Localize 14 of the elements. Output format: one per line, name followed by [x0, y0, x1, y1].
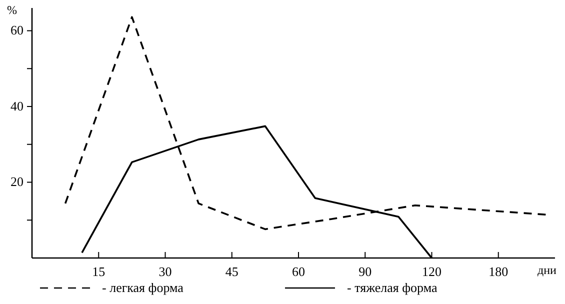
x-tick-label: 45 [225, 264, 238, 279]
x-tick-label: 60 [292, 264, 305, 279]
y-tick-label: 20 [10, 174, 24, 190]
x-tick-label: 15 [92, 264, 106, 279]
x-tick-label: 120 [422, 264, 442, 279]
y-tick-label: 60 [10, 22, 24, 38]
legend-label: - тяжелая форма [347, 280, 438, 295]
legend-label: - легкая форма [102, 280, 184, 295]
x-axis-title: дни [538, 263, 558, 277]
y-axis-title: % [7, 3, 17, 17]
x-tick-label: 90 [358, 264, 372, 279]
y-tick-label: 40 [10, 98, 24, 114]
x-tick-label: 30 [158, 264, 172, 279]
x-tick-label: 180 [488, 264, 508, 279]
